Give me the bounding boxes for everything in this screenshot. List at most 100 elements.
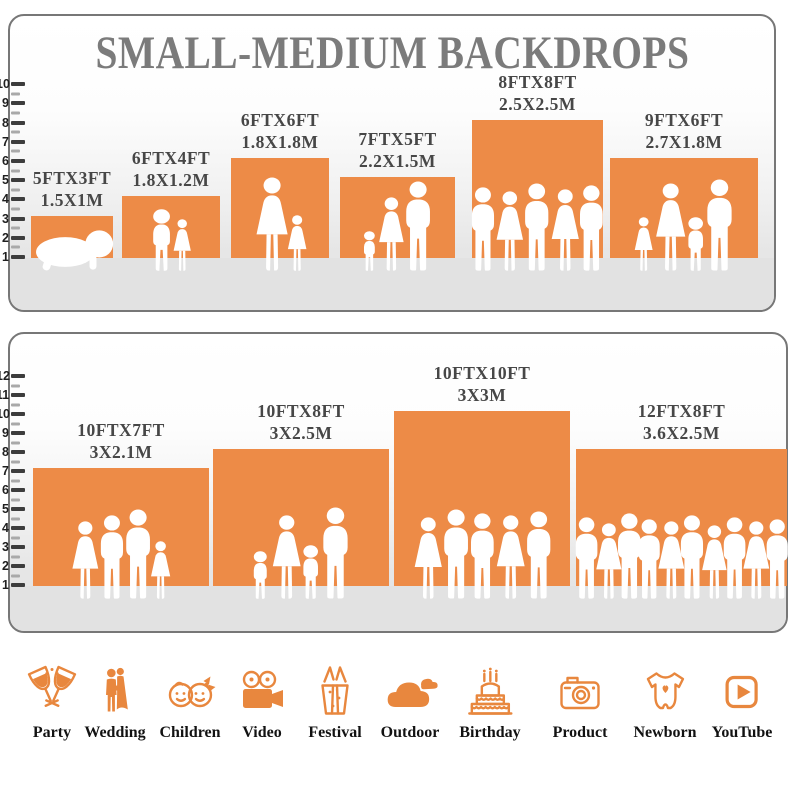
axis-tick: [11, 120, 25, 125]
category-label: Product: [552, 724, 608, 741]
axis-tick: [11, 101, 25, 106]
backdrop-size-m: 2.5X2.5M: [499, 93, 576, 114]
backdrop-size-label: 10FTX8FT 3X2.5M: [257, 401, 345, 444]
axis-minor-tick: [11, 536, 20, 539]
category-festival: Festival: [307, 664, 363, 742]
axis-tick-label: 9: [2, 96, 9, 111]
backdrop-size-m: 1.8X1.8M: [241, 131, 319, 152]
backdrop-size-m: 2.7X1.8M: [645, 131, 723, 152]
axis-tick: [11, 159, 25, 163]
axis-tick: [11, 412, 25, 416]
axis-minor-tick: [11, 422, 20, 425]
category-label: Wedding: [84, 724, 146, 741]
category-newborn: Newborn: [633, 664, 697, 742]
backdrop-bar: [33, 468, 209, 586]
axis-minor-tick: [11, 460, 20, 463]
category-product: Product: [552, 664, 608, 742]
axis-minor-tick: [11, 207, 20, 211]
category-label: Video: [242, 724, 282, 741]
axis-tick-label: 10: [0, 406, 10, 421]
category-outdoor: Outdoor: [380, 664, 440, 742]
backdrop-size-label: 12FTX8FT 3.6X2.5M: [638, 401, 726, 444]
axis-minor-tick: [11, 479, 20, 482]
backdrop-size-m: 3X3M: [457, 384, 507, 405]
backdrop-bar: [610, 158, 758, 258]
backdrop-size-label: 7FTX5FT 2.2X1.5M: [358, 129, 436, 172]
woman-silhouette: [287, 215, 307, 271]
category-label: Party: [32, 724, 72, 741]
man-silhouette: [526, 511, 551, 599]
man-silhouette: [322, 507, 348, 599]
axis-minor-tick: [11, 441, 20, 444]
wedding-icon: [105, 667, 128, 712]
backdrop-size-label: 9FTX6FT 2.7X1.8M: [645, 110, 723, 153]
woman-silhouette: [173, 219, 191, 271]
baby-crawling-silhouette: [35, 230, 113, 271]
backdrop-bar: [213, 449, 389, 586]
youtube-icon: [725, 675, 759, 709]
category-wedding: Wedding: [84, 664, 146, 742]
backdrop-size-ft: 5FTX3FT: [32, 168, 112, 189]
man-silhouette: [580, 185, 603, 271]
axis-tick: [11, 469, 25, 473]
axis-minor-tick: [11, 188, 20, 192]
axis-tick: [11, 178, 25, 183]
category-label: Outdoor: [380, 724, 440, 741]
axis-tick: [11, 197, 25, 202]
backdrop-size-ft: 9FTX6FT: [644, 110, 724, 131]
backdrop-size-ft: 7FTX5FT: [358, 129, 437, 150]
axis-minor-tick: [11, 555, 20, 558]
axis-tick-label: 2: [2, 558, 9, 573]
axis-tick: [11, 545, 25, 549]
children-icon: [168, 676, 215, 708]
axis-tick: [11, 507, 25, 511]
large-backdrops-panel: 12345678910111210FTX7FT3X2.1M10FTX8FT3X2…: [0, 332, 788, 633]
outdoor-icon: [387, 678, 438, 707]
axis-minor-tick: [11, 92, 20, 96]
category-label: Children: [159, 724, 221, 741]
axis-tick-label: 1: [2, 249, 9, 264]
category-youtube: YouTube: [712, 664, 772, 742]
backdrop-size-ft: 10FTX10FT: [433, 363, 531, 384]
axis-tick: [11, 235, 25, 240]
axis-minor-tick: [11, 130, 20, 134]
backdrop-size-label: 6FTX6FT 1.8X1.8M: [241, 110, 319, 153]
axis-tick-label: 4: [2, 192, 9, 207]
axis-minor-tick: [11, 574, 20, 577]
axis-minor-tick: [11, 517, 20, 520]
category-video: Video: [234, 664, 290, 742]
axis-tick-label: 7: [2, 463, 9, 478]
axis-tick: [11, 255, 25, 259]
axis-tick: [11, 564, 25, 568]
axis-tick: [11, 216, 25, 221]
backdrop-size-label: 6FTX4FT 1.8X1.2M: [132, 148, 210, 191]
axis-minor-tick: [11, 149, 20, 153]
axis-tick-label: 12: [0, 368, 10, 383]
axis-tick: [11, 139, 25, 144]
axis-minor-tick: [11, 403, 20, 406]
backdrop-size-m: 3.6X2.5M: [643, 422, 720, 443]
axis-tick: [11, 393, 25, 397]
category-party: Party: [24, 664, 80, 742]
axis-minor-tick: [11, 226, 20, 230]
backdrop-size-m: 2.2X1.5M: [359, 150, 436, 171]
axis-tick-label: 9: [2, 425, 9, 440]
backdrop-size-ft: 10FTX7FT: [77, 420, 165, 441]
backdrop-size-m: 3X2.1M: [89, 441, 153, 462]
backdrop-size-ft: 6FTX6FT: [240, 110, 320, 131]
axis-minor-tick: [11, 169, 20, 173]
axis-tick-label: 5: [2, 172, 9, 187]
man-silhouette: [406, 181, 431, 271]
backdrop-size-label: 10FTX7FT 3X2.1M: [77, 420, 165, 463]
axis-tick: [11, 583, 25, 587]
axis-tick: [11, 526, 25, 530]
axis-tick: [11, 450, 25, 454]
axis-minor-tick: [11, 498, 20, 501]
man-silhouette: [707, 179, 733, 271]
category-label: Birthday: [459, 724, 521, 741]
category-label: Newborn: [633, 724, 697, 741]
axis-tick-label: 6: [2, 153, 9, 168]
axis-tick-label: 4: [2, 520, 9, 535]
backdrop-size-label: 8FTX8FT 2.5X2.5M: [498, 72, 576, 115]
category-birthday: Birthday: [459, 664, 521, 742]
